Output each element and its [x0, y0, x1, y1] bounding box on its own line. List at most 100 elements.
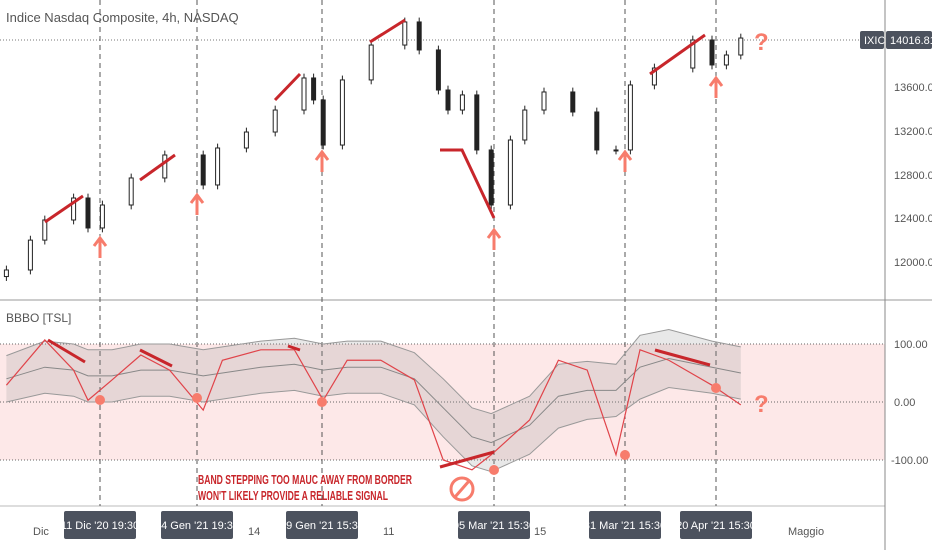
candle — [128, 177, 134, 206]
time-label: 04 Gen '21 19:30 — [155, 520, 239, 532]
candle — [522, 109, 528, 141]
candle — [416, 21, 422, 51]
time-label: 11 Dic '20 19:30 — [61, 520, 139, 532]
price-tick: 13200.00 — [894, 126, 932, 138]
price-badge: IXIC 14016.81 — [860, 31, 932, 49]
price-tick: 12000.00 — [894, 257, 932, 269]
trendline[interactable] — [439, 450, 495, 469]
time-label-bg — [286, 511, 358, 539]
candle — [215, 147, 221, 186]
signal-dot — [192, 393, 202, 403]
signal-dot — [95, 395, 105, 405]
candle — [27, 239, 33, 271]
candle — [541, 91, 547, 111]
candle — [627, 84, 633, 151]
candle — [459, 94, 465, 111]
candle — [738, 37, 744, 56]
candle — [570, 91, 576, 113]
candle — [311, 77, 317, 101]
candle — [42, 219, 48, 241]
trendline[interactable] — [47, 338, 86, 364]
upper-band-line — [6, 328, 741, 415]
candle — [507, 139, 513, 206]
lower-band-line — [6, 386, 741, 473]
price-tick: 12800.00 — [894, 170, 932, 182]
candle — [488, 149, 494, 206]
candle — [613, 149, 619, 152]
signal-line — [5, 339, 742, 471]
candle — [272, 109, 278, 133]
time-tick: 11 — [383, 526, 394, 538]
candle — [85, 197, 91, 229]
candle — [200, 154, 206, 186]
candle — [339, 79, 345, 146]
osc-tick: 0.00 — [894, 397, 915, 409]
time-label: 29 Gen '21 15:30 — [280, 520, 364, 532]
signal-dot — [317, 397, 327, 407]
osc-tick: 100.00 — [894, 339, 928, 351]
candle — [3, 269, 9, 278]
candle — [71, 197, 77, 221]
time-label: 20 Apr '21 15:30 — [676, 520, 756, 532]
candle — [435, 49, 441, 91]
price-tick: 13600.00 — [894, 82, 932, 94]
signal-dot — [489, 465, 499, 475]
price-axis[interactable]: 13600.00 13200.00 12800.00 12400.00 1200… — [891, 82, 932, 467]
signal-dot — [711, 383, 721, 393]
trendline[interactable] — [440, 148, 496, 219]
question-mark-oscillator: ? — [754, 391, 769, 418]
price-tick: 12400.00 — [894, 213, 932, 225]
trendline[interactable] — [139, 153, 176, 182]
chart-title: Indice Nasdaq Composite, 4h, NASDAQ — [6, 10, 239, 25]
time-tick: 14 — [248, 526, 260, 538]
candle — [709, 39, 715, 66]
trendline[interactable] — [654, 348, 711, 367]
candle — [651, 67, 657, 86]
candle — [594, 111, 600, 151]
up-arrow-icon — [486, 227, 502, 250]
trendline[interactable] — [287, 344, 301, 352]
band-fill — [6, 329, 741, 472]
trendline[interactable] — [369, 18, 406, 44]
last-price-badge: 14016.81 — [890, 35, 932, 47]
up-arrow-icon — [708, 75, 724, 98]
candle — [474, 94, 480, 151]
up-arrow-icon — [92, 235, 108, 258]
arrows — [92, 75, 724, 475]
oscillator — [5, 328, 742, 473]
osc-tick: -100.00 — [891, 455, 928, 467]
candles — [3, 17, 744, 281]
time-label: 05 Mar '21 15:30 — [453, 520, 535, 532]
candle — [690, 39, 696, 69]
trendline[interactable] — [649, 33, 706, 76]
candle — [723, 54, 729, 66]
up-arrow-icon — [617, 149, 633, 172]
candle — [301, 77, 307, 111]
time-tick: Dic — [33, 526, 49, 538]
indicator-title[interactable]: BBBO [TSL] — [6, 311, 71, 325]
time-label-bg — [458, 511, 530, 539]
annotation-line-2: WON'T LIKELY PROVIDE A RELIABLE SIGNAL — [198, 488, 388, 503]
up-arrow-icon — [189, 192, 205, 215]
time-label-bg — [64, 511, 136, 539]
time-label-bg — [680, 511, 752, 539]
no-signal-icon — [449, 476, 475, 502]
trendline[interactable] — [273, 72, 302, 102]
trendline[interactable] — [139, 348, 173, 368]
candle — [402, 21, 408, 46]
time-label-bg — [589, 511, 661, 539]
time-label: 31 Mar '21 15:30 — [584, 520, 666, 532]
time-axis[interactable]: Dic 14 11 15 Maggio 11 Dic '20 19:30 04 G… — [33, 511, 824, 539]
trendlines[interactable] — [44, 18, 711, 469]
up-arrow-icon — [314, 149, 330, 172]
middle-band-line — [6, 357, 741, 444]
candle — [243, 131, 249, 149]
candle — [99, 204, 105, 229]
time-tick: 15 — [534, 526, 546, 538]
candle — [320, 99, 326, 146]
annotation-line-1: BAND STEPPING TOO MAUC AWAY FROM BORDER — [198, 472, 412, 487]
time-label-bg — [161, 511, 233, 539]
trendline[interactable] — [44, 194, 84, 224]
candle — [368, 44, 374, 81]
